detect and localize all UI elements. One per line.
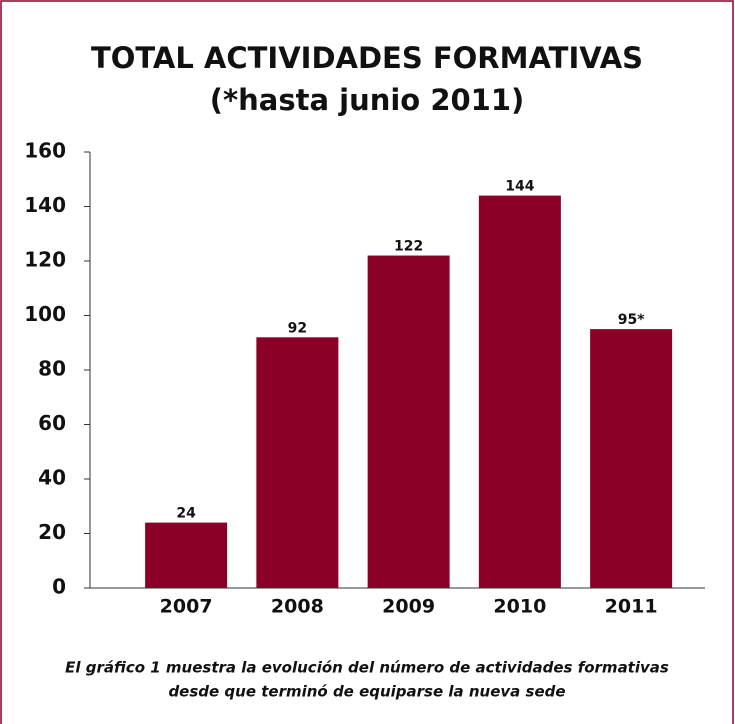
bar — [367, 255, 450, 589]
y-tick-label: 0 — [52, 575, 66, 599]
bar — [590, 329, 673, 588]
value-label: 24 — [176, 506, 196, 522]
y-tick-label: 40 — [38, 466, 66, 490]
value-label: 92 — [288, 320, 307, 336]
value-label: 95* — [618, 312, 645, 328]
x-tick-label: 2010 — [493, 596, 546, 618]
value-label: 122 — [394, 239, 423, 255]
y-tick-label: 160 — [24, 139, 66, 163]
y-tick-label: 20 — [38, 520, 66, 544]
value-label: 144 — [505, 179, 534, 195]
x-tick-label: 2011 — [605, 596, 658, 618]
bar — [256, 337, 339, 588]
caption: desde que terminó de equiparse la nueva … — [168, 683, 565, 701]
x-tick-label: 2008 — [271, 596, 324, 618]
y-tick-label: 80 — [38, 357, 66, 381]
y-tick-label: 140 — [24, 193, 66, 217]
y-tick-label: 120 — [24, 248, 66, 272]
chart-title: TOTAL ACTIVIDADES FORMATIVAS — [91, 41, 643, 75]
chart-subtitle: (*hasta junio 2011) — [210, 83, 525, 117]
caption: El gráfico 1 muestra la evolución del nú… — [65, 659, 669, 677]
bar — [145, 522, 228, 588]
x-tick-label: 2007 — [160, 596, 213, 618]
x-tick-label: 2009 — [382, 596, 435, 618]
y-tick-label: 60 — [38, 411, 66, 435]
y-tick-label: 100 — [24, 302, 66, 326]
bar — [478, 195, 561, 588]
